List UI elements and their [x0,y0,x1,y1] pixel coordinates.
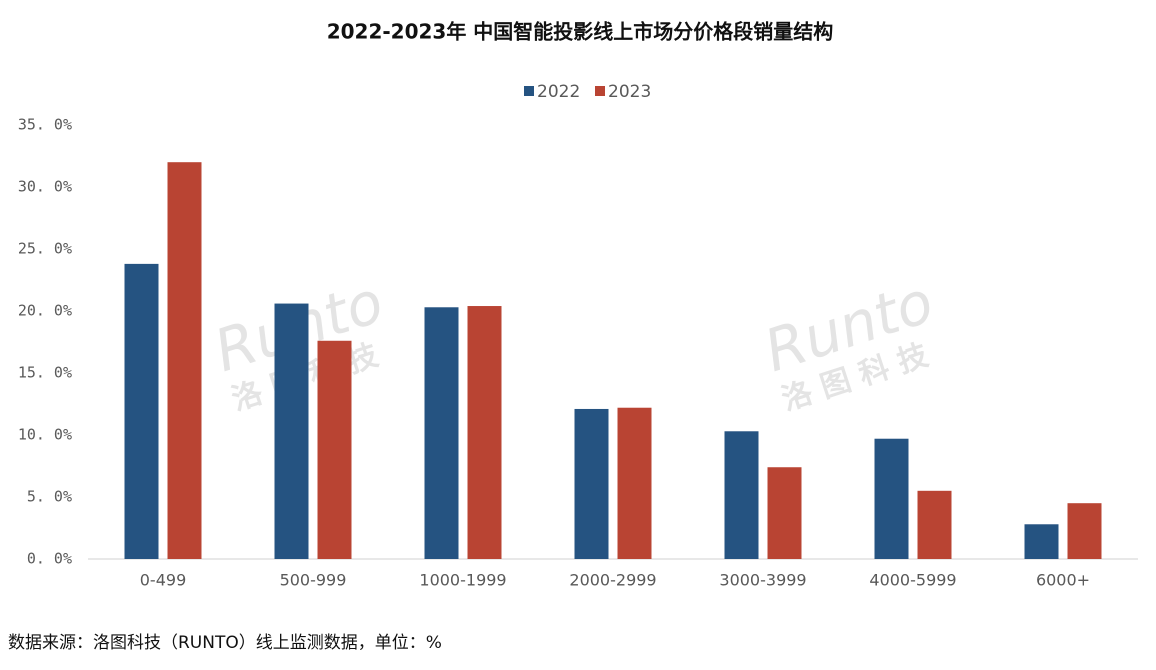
chart-title: 2022-2023年 中国智能投影线上市场分价格段销量结构 [327,20,834,44]
x-tick-label: 500-999 [280,571,347,590]
y-tick-label: 15. 0% [18,364,72,382]
bar [274,303,309,559]
y-tick-label: 35. 0% [18,116,72,134]
y-tick-label: 10. 0% [18,426,72,444]
x-tick-label: 6000+ [1036,571,1090,590]
source-note: 数据来源：洛图科技（RUNTO）线上监测数据，单位：% [8,633,442,653]
x-tick-label: 2000-2999 [569,571,656,590]
bar [1024,524,1059,559]
legend-swatch [595,86,605,96]
bar [467,306,502,559]
bar [1067,503,1102,559]
bar [574,408,609,559]
y-tick-label: 25. 0% [18,240,72,258]
bar [124,263,159,559]
bar [167,162,202,559]
x-tick-label: 1000-1999 [419,571,506,590]
y-tick-label: 5. 0% [27,488,72,506]
legend-swatch [524,86,534,96]
x-tick-label: 4000-5999 [869,571,956,590]
legend-label: 2022 [537,82,580,102]
bar [424,307,459,559]
legend-label: 2023 [608,82,651,102]
bar [317,340,352,559]
bar [724,431,759,559]
bar [917,490,952,559]
y-tick-label: 20. 0% [18,302,72,320]
bar [617,407,652,559]
bar [767,467,802,559]
y-tick-label: 30. 0% [18,178,72,196]
bar [874,438,909,559]
y-tick-label: 0. 0% [27,550,72,568]
x-tick-label: 0-499 [140,571,187,590]
x-tick-label: 3000-3999 [719,571,806,590]
